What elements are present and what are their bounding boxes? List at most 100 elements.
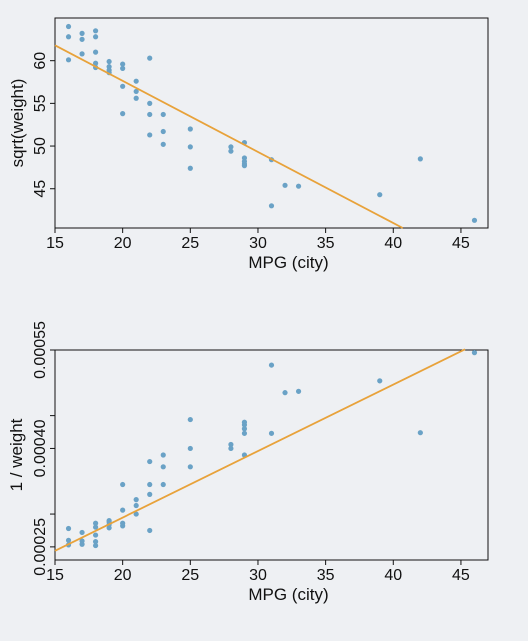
data-point (79, 51, 85, 57)
data-point (295, 183, 302, 189)
data-point (228, 148, 234, 154)
data-point (147, 491, 153, 497)
data-point (160, 141, 166, 147)
data-point (187, 416, 193, 423)
data-point (120, 65, 126, 71)
data-point (377, 378, 383, 384)
data-point (147, 111, 153, 118)
data-point (92, 34, 99, 40)
data-point (187, 464, 193, 470)
data-point (133, 88, 139, 95)
x-tick-label: 20 (114, 235, 132, 252)
data-point (160, 452, 166, 458)
data-point (92, 49, 99, 55)
x-tick-label: 15 (46, 235, 64, 252)
data-point (241, 419, 248, 425)
data-point (133, 497, 139, 503)
x-tick-label: 25 (181, 567, 199, 584)
y-tick-label: 50 (32, 137, 49, 155)
data-point (133, 78, 139, 84)
x-tick-label: 30 (249, 235, 267, 252)
data-point (106, 58, 112, 65)
data-point (147, 55, 153, 61)
data-point (268, 430, 275, 436)
y-tick-label: 0.00055 (32, 321, 49, 379)
data-point (120, 83, 126, 89)
data-point (65, 537, 72, 543)
data-point (106, 518, 112, 524)
data-point (241, 163, 248, 169)
x-axis-title: MPG (city) (248, 585, 328, 604)
data-point (268, 362, 275, 368)
x-tick-label: 40 (384, 567, 402, 584)
data-point (471, 350, 478, 356)
y-axis-title: 1 / weight (7, 418, 26, 491)
data-point (147, 100, 153, 106)
data-point (228, 445, 234, 452)
data-point (79, 36, 85, 42)
data-point (241, 430, 248, 436)
data-point (147, 527, 153, 534)
data-point (65, 525, 72, 532)
regression-line (54, 44, 404, 229)
x-tick-label: 35 (317, 235, 335, 252)
data-points (65, 350, 478, 549)
data-point (160, 128, 166, 135)
data-point (160, 481, 166, 488)
y-tick-label: 45 (32, 180, 49, 198)
data-point (79, 529, 85, 536)
data-point (187, 126, 193, 132)
data-point (228, 144, 234, 150)
plot-frame (54, 17, 489, 229)
y-tick-label: 0.00040 (32, 419, 49, 477)
regression-line (54, 348, 466, 552)
data-point (160, 464, 166, 470)
y-tick-label: 0.00025 (32, 518, 49, 576)
x-tick-label: 15 (46, 567, 64, 584)
x-tick-label: 25 (181, 235, 199, 252)
data-point (268, 203, 275, 209)
data-point (147, 458, 153, 465)
data-point (228, 441, 234, 448)
data-point (120, 520, 126, 526)
data-points (65, 23, 478, 223)
data-point (417, 156, 423, 162)
x-tick-label: 45 (452, 235, 470, 252)
data-point (120, 61, 126, 67)
chart-top: 15 20 25 30 35 40 45 45 50 55 60 MPG (city) sqrt(wei… (8, 17, 489, 272)
data-point (92, 539, 99, 545)
data-point (92, 60, 99, 66)
data-point (147, 132, 153, 138)
chart-bottom: 15 20 25 30 35 40 45 0.00025 0.00040 0.00055 MPG (… (7, 321, 489, 604)
data-point (187, 144, 193, 150)
y-tick-label: 55 (32, 94, 49, 112)
data-point (120, 111, 126, 117)
data-point (282, 182, 288, 188)
data-point (120, 481, 126, 488)
data-point (65, 57, 72, 63)
y-tick-label: 60 (32, 52, 49, 70)
plot-frame (54, 349, 489, 561)
data-point (120, 507, 126, 513)
data-point (282, 390, 288, 396)
x-tick-label: 35 (317, 567, 335, 584)
data-point (65, 34, 72, 40)
y-axis-title: sqrt(weight) (8, 79, 27, 168)
x-tick-label: 30 (249, 567, 267, 584)
data-point (471, 217, 478, 223)
data-point (417, 430, 423, 436)
data-point (79, 538, 85, 544)
data-point (92, 524, 99, 530)
x-axis-title: MPG (city) (248, 253, 328, 272)
x-tick-label: 20 (114, 567, 132, 584)
data-point (92, 532, 99, 538)
data-point (187, 165, 193, 171)
x-tick-label: 40 (384, 235, 402, 252)
data-point (160, 111, 166, 118)
data-point (65, 23, 72, 30)
data-point (92, 542, 99, 549)
data-point (147, 481, 153, 488)
x-tick-label: 45 (452, 567, 470, 584)
data-point (133, 502, 139, 509)
